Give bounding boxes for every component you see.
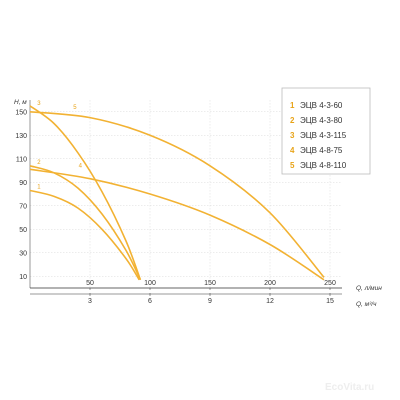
curve-1: [29, 189, 140, 281]
y-tick-label: 50: [19, 227, 27, 234]
legend-number: 1: [290, 101, 295, 110]
legend-label: ЭЦВ 4-8-110: [300, 161, 347, 170]
legend-box: [281, 87, 371, 175]
legend: 1 ЭЦВ 4-3-60 2 ЭЦВ 4-3-80 3 ЭЦВ 4-3-115 4 ЭЦВ 4…: [281, 87, 371, 175]
curve-4: [29, 168, 325, 281]
y-tick-label: 30: [19, 250, 27, 257]
x-tick-label: 250: [324, 280, 336, 287]
y-tick-label: 130: [15, 133, 27, 140]
y-tick-label: 70: [19, 203, 27, 210]
axes: [29, 100, 342, 295]
x2-axis-label: Q, м³/ч: [356, 301, 377, 308]
curve-label-1: 1: [37, 184, 41, 190]
y-axis-label: H, м: [14, 99, 27, 106]
legend-label: ЭЦВ 4-3-115: [300, 131, 347, 140]
x2-tick-label: 12: [266, 298, 274, 305]
curves: 1 2 3 4 5: [29, 101, 325, 281]
curve-label-4: 4: [79, 163, 83, 169]
x2-tick-label: 9: [208, 298, 212, 305]
curve-label-2: 2: [37, 160, 41, 166]
x-axis-label: Q, л/мин: [356, 285, 382, 292]
watermark: EcoVita.ru: [325, 382, 374, 393]
x-tick-label: 50: [86, 280, 94, 287]
legend-label: ЭЦВ 4-8-75: [300, 146, 343, 155]
legend-number: 4: [290, 146, 295, 155]
legend-number: 3: [290, 131, 295, 140]
x2-tick-label: 6: [148, 298, 152, 305]
curve-5: [29, 111, 325, 278]
y-tick-label: 10: [19, 274, 27, 281]
curve-label-5: 5: [73, 105, 77, 111]
y-tick-label: 90: [19, 180, 27, 187]
legend-label: ЭЦВ 4-3-80: [300, 116, 343, 125]
y-tick-label: 110: [16, 156, 27, 163]
x2-tick-label: 15: [326, 298, 334, 305]
curve-2: [29, 165, 142, 281]
x2-tick-label: 3: [88, 298, 92, 305]
legend-number: 2: [290, 116, 295, 125]
legend-number: 5: [290, 161, 295, 170]
curve-label-3: 3: [37, 101, 41, 107]
x-tick-label: 200: [264, 280, 276, 287]
legend-label: ЭЦВ 4-3-60: [300, 101, 343, 110]
curve-3: [29, 105, 142, 281]
x-tick-label: 150: [204, 280, 216, 287]
x-tick-label: 100: [144, 280, 156, 287]
y-tick-label: 150: [15, 109, 27, 116]
